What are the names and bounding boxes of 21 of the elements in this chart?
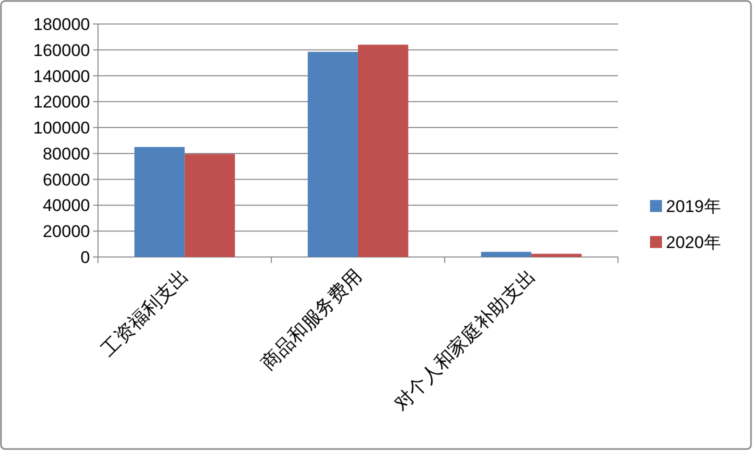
legend-label: 2020年 — [666, 233, 721, 252]
bar — [134, 146, 185, 257]
x-tick-label: 商品和服务费用 — [256, 264, 367, 375]
bar — [358, 44, 408, 257]
legend-label: 2019年 — [666, 197, 721, 216]
y-tick-label: 20000 — [42, 222, 90, 242]
bar — [531, 254, 582, 257]
bar — [481, 252, 532, 257]
y-tick-label: 120000 — [33, 92, 90, 112]
bar — [308, 52, 358, 257]
y-tick-label: 180000 — [33, 15, 90, 34]
x-tick-label: 工资福利支出 — [98, 266, 194, 362]
y-tick-label: 60000 — [42, 170, 90, 190]
y-tick-label: 160000 — [33, 40, 90, 60]
y-tick-label: 80000 — [42, 144, 90, 164]
y-tick-label: 40000 — [42, 196, 90, 216]
y-tick-label: 0 — [80, 248, 90, 267]
x-tick-label: 对个人和家庭补助支出 — [390, 264, 540, 415]
bar — [184, 154, 235, 257]
y-tick-label: 100000 — [33, 118, 90, 138]
y-tick-label: 140000 — [33, 66, 90, 86]
